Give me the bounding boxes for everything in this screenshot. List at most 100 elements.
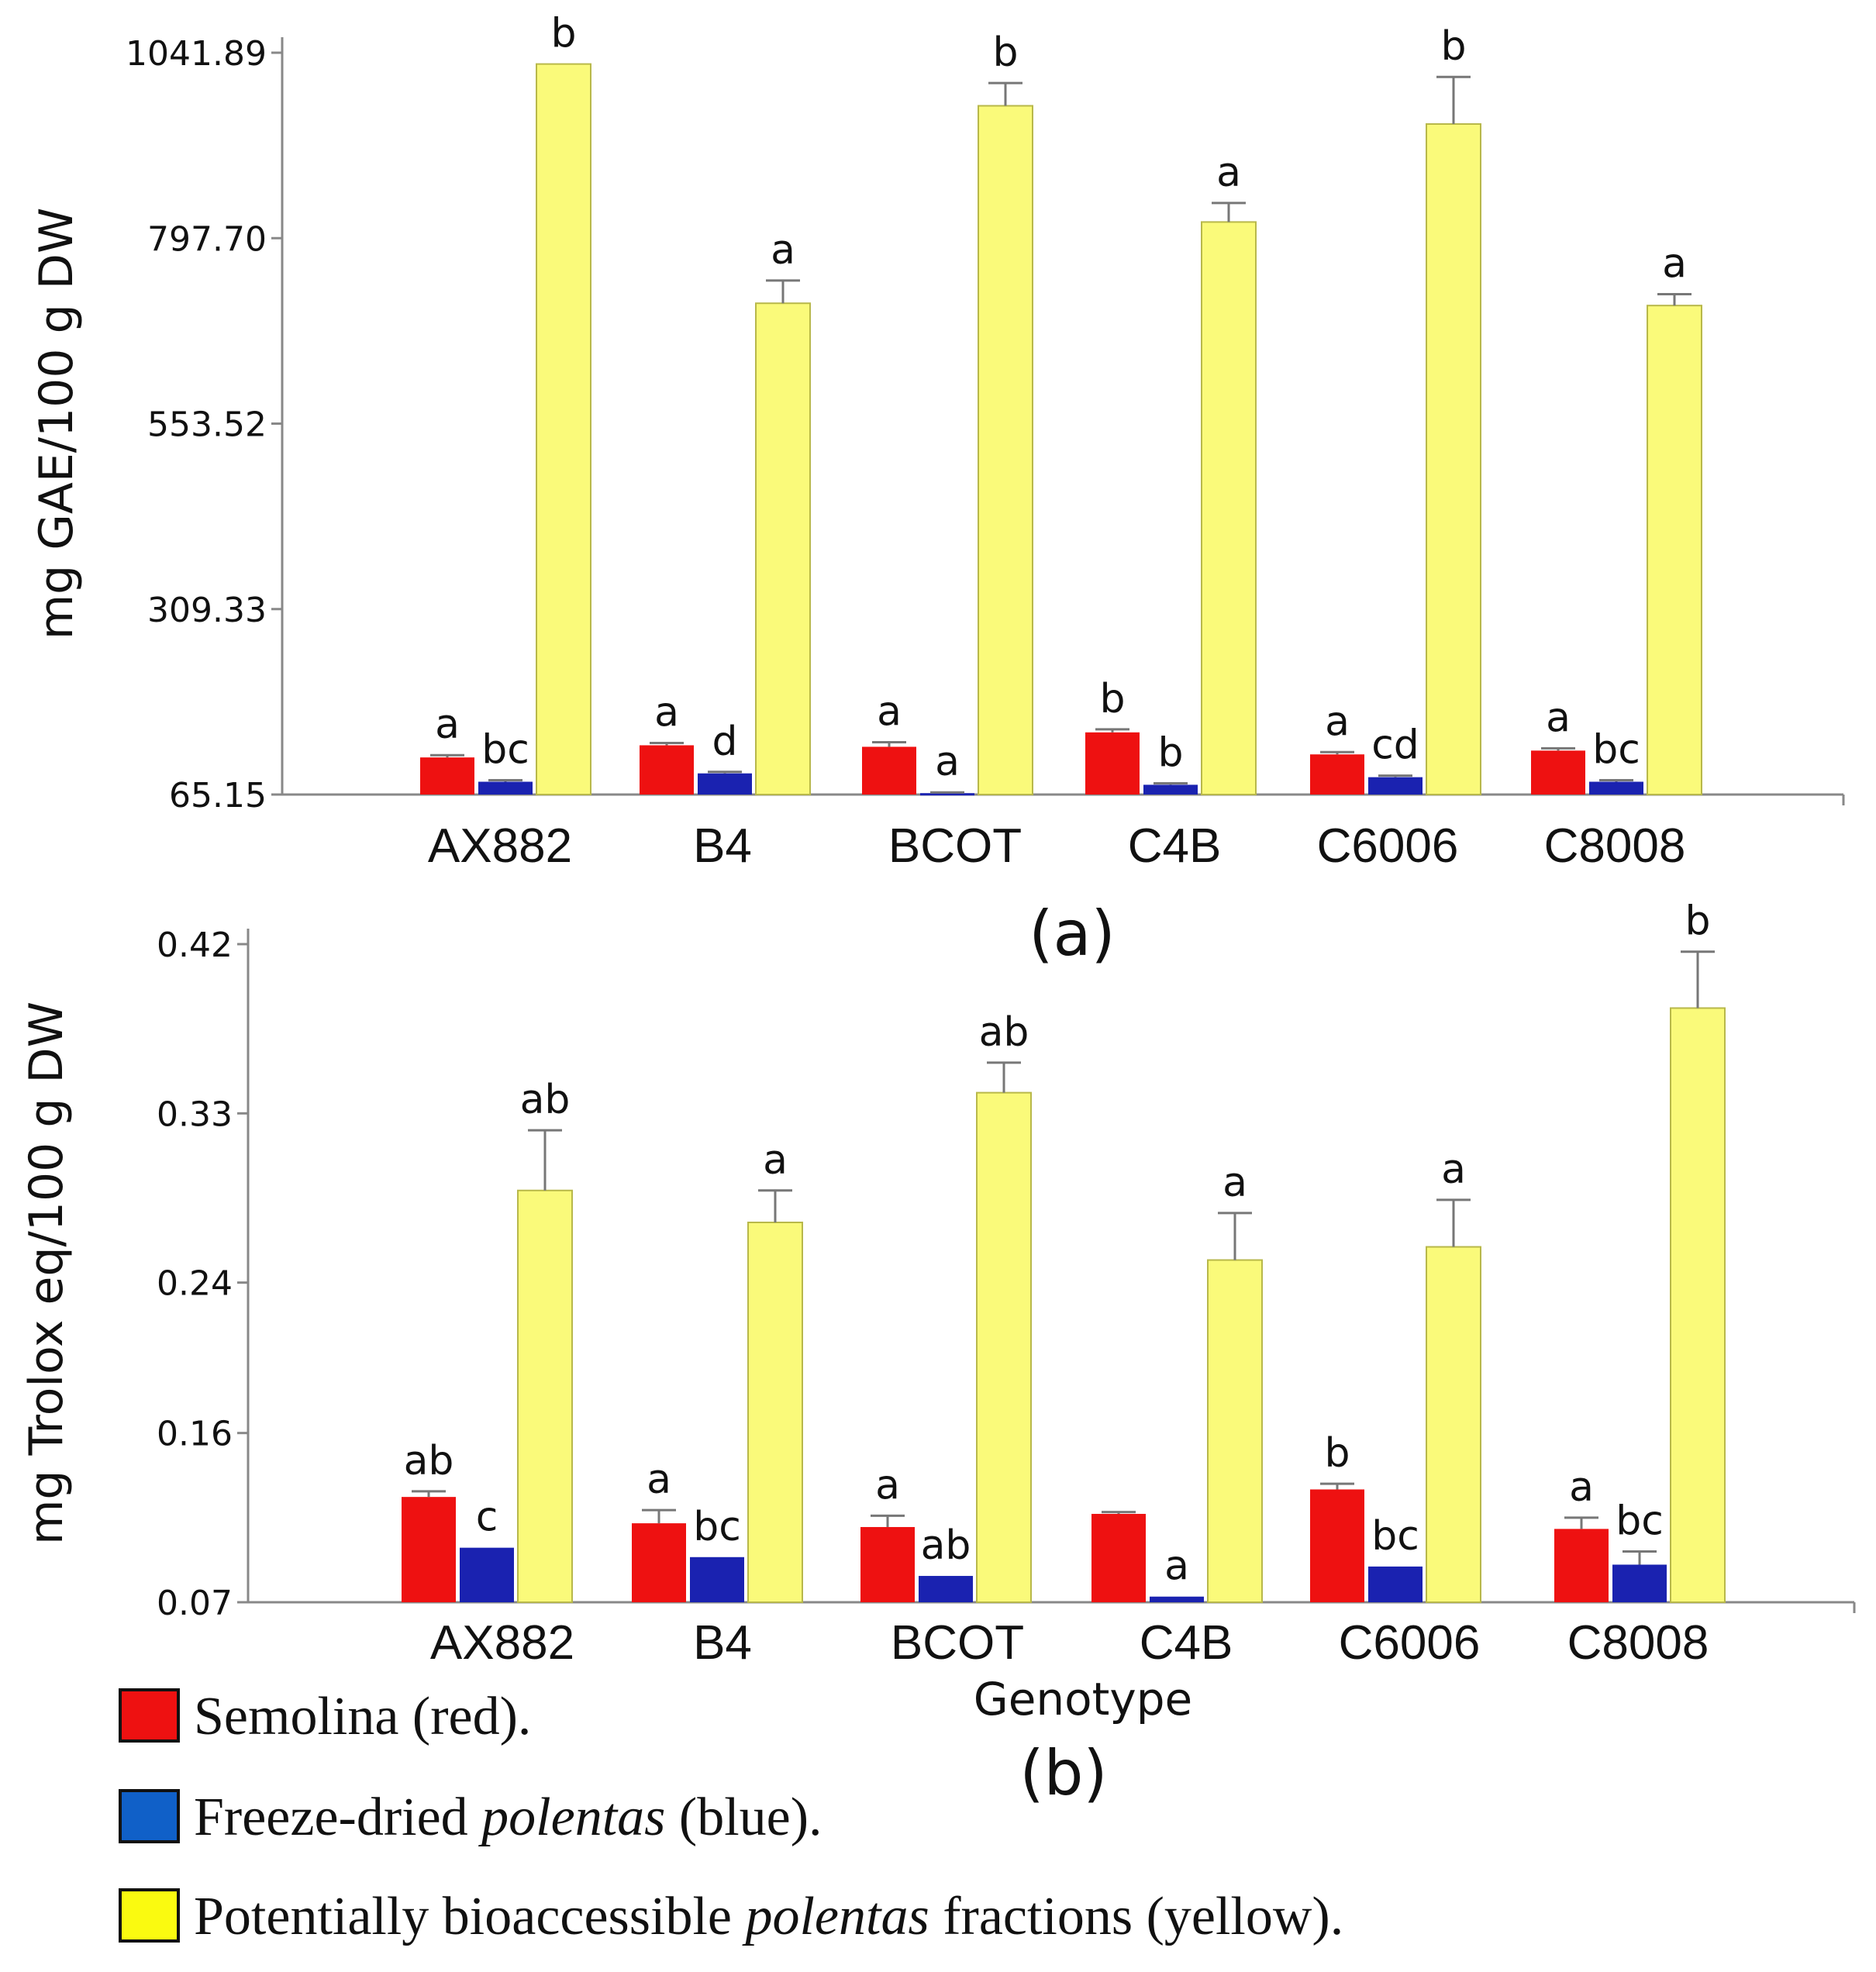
bar [1085,732,1140,795]
bar [755,302,811,795]
bar [1368,777,1423,795]
x-tick-label: C8008 [1567,1616,1709,1670]
bar [1143,784,1198,795]
significance-letter: ab [979,1009,1029,1056]
bar [402,1497,456,1602]
significance-letter: a [935,739,960,785]
bar [1589,781,1643,795]
bar [747,1222,803,1604]
y-tick-label: 553.52 [147,405,267,445]
y-tick-label: 65.15 [169,776,267,815]
significance-letter: a [1662,240,1687,287]
significance-letter: b [1440,23,1466,70]
significance-letter: bc [1371,1513,1419,1560]
x-tick-label: AX882 [430,1616,574,1670]
legend-label-part: polentas [478,1788,665,1847]
bar [460,1547,514,1602]
significance-letter: a [1441,1146,1466,1193]
y-axis-title: mg Trolox eq/100 g DW [19,1002,74,1545]
x-tick-label: AX882 [428,819,572,873]
bar [640,745,694,795]
bar [1207,1259,1263,1604]
significance-letter: a [1223,1160,1247,1206]
significance-letter: ab [404,1438,454,1484]
panel-a: 65.15 309.33 553.52 797.70 1041.89 mg GAE/100… [29,11,1845,970]
significance-letter: a [771,227,795,274]
significance-letter: a [1325,698,1350,745]
x-tick-label: B4 [693,819,752,873]
x-tick-label: C6006 [1317,819,1459,873]
bar [690,1557,744,1602]
significance-letter: ab [921,1522,971,1569]
bar [1150,1596,1204,1602]
significance-letter: a [435,702,460,748]
x-tick-label: C4B [1140,1616,1233,1670]
significance-letter: bc [1616,1498,1664,1545]
significance-letter: a [763,1137,788,1184]
bar [1368,1566,1423,1602]
bar [632,1523,686,1602]
y-axis-title: mg GAE/100 g DW [29,208,84,640]
bar [860,1526,915,1602]
significance-letter: bc [693,1504,741,1550]
x-tick-label: B4 [693,1616,752,1670]
legend-label-part: polentas [741,1887,929,1946]
legend-label-part: Freeze-dried [194,1788,481,1847]
bar [976,1091,1032,1604]
y-tick-label: 0.24 [157,1264,233,1304]
y-tick-label: 0.42 [157,926,233,965]
y-tick-label: 309.33 [147,591,267,630]
bar [1201,221,1257,795]
significance-letter: b [1324,1430,1350,1477]
legend-label-part: Potentially bioaccessible [194,1887,745,1946]
significance-letter: bc [481,727,529,774]
significance-letter: b [1157,729,1183,776]
bar [1310,754,1364,795]
bar [1310,1489,1364,1602]
bar [1426,122,1481,795]
bar [698,773,752,795]
legend-label: Potentially bioaccessible polentas fract… [194,1887,1343,1946]
bar [978,105,1033,795]
panel-label: (b) [1019,1737,1107,1809]
significance-letter: a [1164,1543,1189,1590]
significance-letter: a [875,1462,900,1508]
x-tick-label: BCOT [891,1616,1024,1670]
legend-label: Freeze-dried polentas (blue). [194,1788,822,1847]
significance-letter: b [1685,898,1710,945]
legend-swatch [119,1888,180,1943]
y-tick-label: 797.70 [147,219,267,259]
y-tick-label: 1041.89 [126,34,267,74]
significance-letter: a [1569,1464,1594,1511]
x-axis-title: Genotype [974,1673,1192,1726]
significance-letter: bc [1592,727,1640,774]
bar [920,793,974,796]
y-tick-label: 0.07 [157,1584,233,1623]
bar [1426,1246,1481,1604]
x-tick-label: BCOT [888,819,1022,873]
legend-label-part: (blue). [665,1788,822,1847]
legend: Semolina (red). Freeze-dried polentas (bl… [119,1687,1343,1946]
significance-letter: b [550,11,576,57]
significance-letter: ab [520,1077,571,1123]
bar [1531,750,1585,795]
bar [1670,1007,1726,1603]
significance-letter: a [877,689,902,736]
significance-letter: a [647,1457,671,1503]
bar [1647,305,1702,795]
legend-swatch [119,1789,180,1843]
significance-letter: b [992,29,1018,76]
y-tick-label: 0.33 [157,1095,233,1134]
bar [1554,1529,1609,1602]
bar [420,757,474,795]
significance-letter: a [1216,150,1241,196]
bar [478,781,533,795]
legend-label-part: Semolina (red). [194,1687,531,1746]
bar [1091,1513,1146,1602]
bar [1612,1564,1667,1602]
panel-b: 0.07 0.16 0.24 0.33 0.42 mg Trolox eq/100 g D… [19,898,1856,1809]
bar [517,1189,573,1603]
x-tick-label: C6006 [1339,1616,1481,1670]
x-tick-label: C8008 [1544,819,1686,873]
